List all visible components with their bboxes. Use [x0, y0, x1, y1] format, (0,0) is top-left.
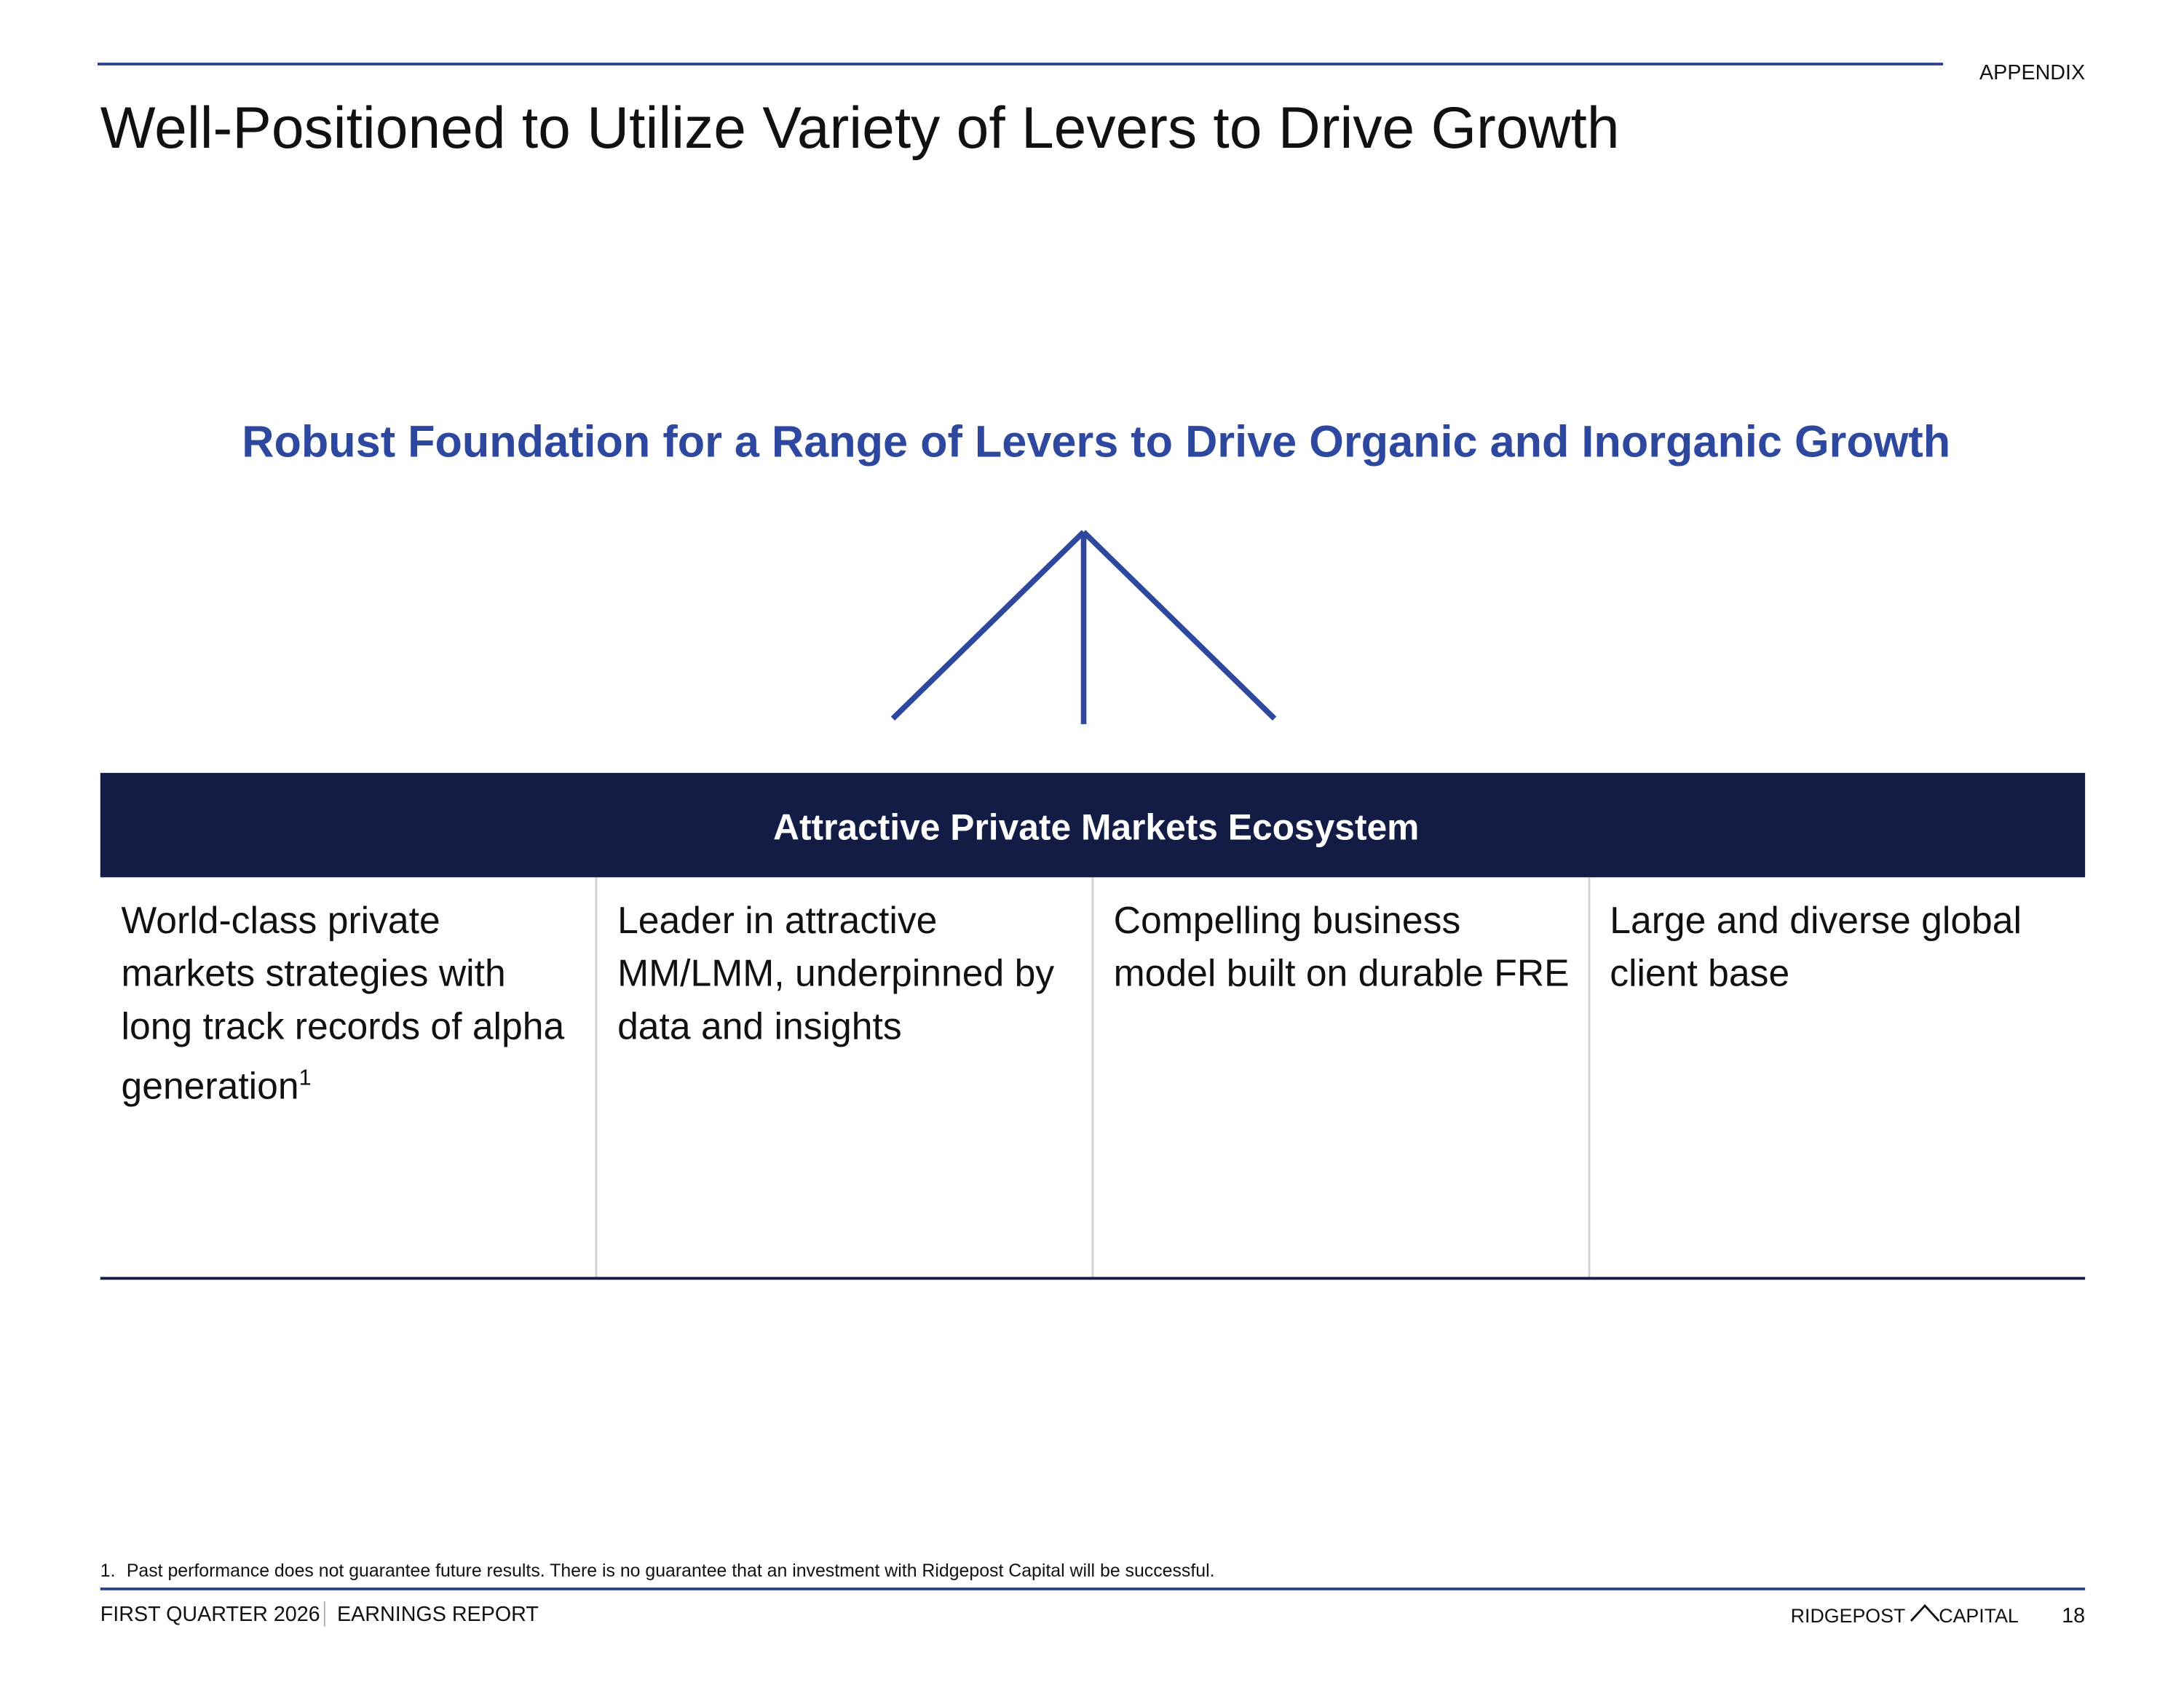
lever-arrows — [890, 530, 1277, 724]
section-label: APPENDIX — [1979, 61, 2085, 84]
cell-text: Compelling business model built on durab… — [1113, 899, 1570, 995]
cell: Compelling business model built on durab… — [1093, 880, 1589, 1275]
page-number: 18 — [2062, 1604, 2085, 1627]
cell: Leader in attractive MM/LMM, underpinned… — [596, 880, 1093, 1275]
cell-text: Large and diverse global client base — [1610, 899, 2022, 995]
cell: World-class private markets strategies w… — [100, 880, 597, 1275]
title: Well-Positioned to Utilize Variety of Le… — [100, 95, 1620, 161]
cell-body: Compelling business model built on durab… — [1093, 880, 1589, 1275]
footnote-text: Past performance does not guarantee futu… — [127, 1561, 1215, 1581]
logo-mark — [1910, 1603, 1940, 1622]
logo-right: CAPITAL — [1939, 1605, 2019, 1627]
cell: Large and diverse global client base — [1589, 880, 2086, 1275]
footnote-number: 1. — [100, 1561, 116, 1581]
cell-body: Large and diverse global client base — [1589, 880, 2086, 1275]
subtitle: Robust Foundation for a Range of Levers … — [242, 417, 1950, 467]
cell-body: Leader in attractive MM/LMM, underpinned… — [596, 880, 1093, 1275]
footer-report: EARNINGS REPORT — [337, 1603, 539, 1626]
footnote: 1. Past performance does not guarantee fu… — [100, 1561, 1215, 1581]
cell-text: World-class private markets strategies w… — [121, 899, 565, 1108]
cell-body: World-class private markets strategies w… — [100, 880, 597, 1275]
logo-left: RIDGEPOST — [1791, 1605, 1906, 1627]
cell-text: Leader in attractive MM/LMM, underpinned… — [617, 899, 1055, 1047]
cell-dividers — [595, 877, 1591, 1279]
table-header-band — [100, 772, 2086, 878]
footnote-ref: 1 — [298, 1066, 312, 1091]
table-header: Attractive Private Markets Ecosystem — [773, 807, 1419, 848]
footer-period: FIRST QUARTER 2026 — [100, 1603, 320, 1626]
